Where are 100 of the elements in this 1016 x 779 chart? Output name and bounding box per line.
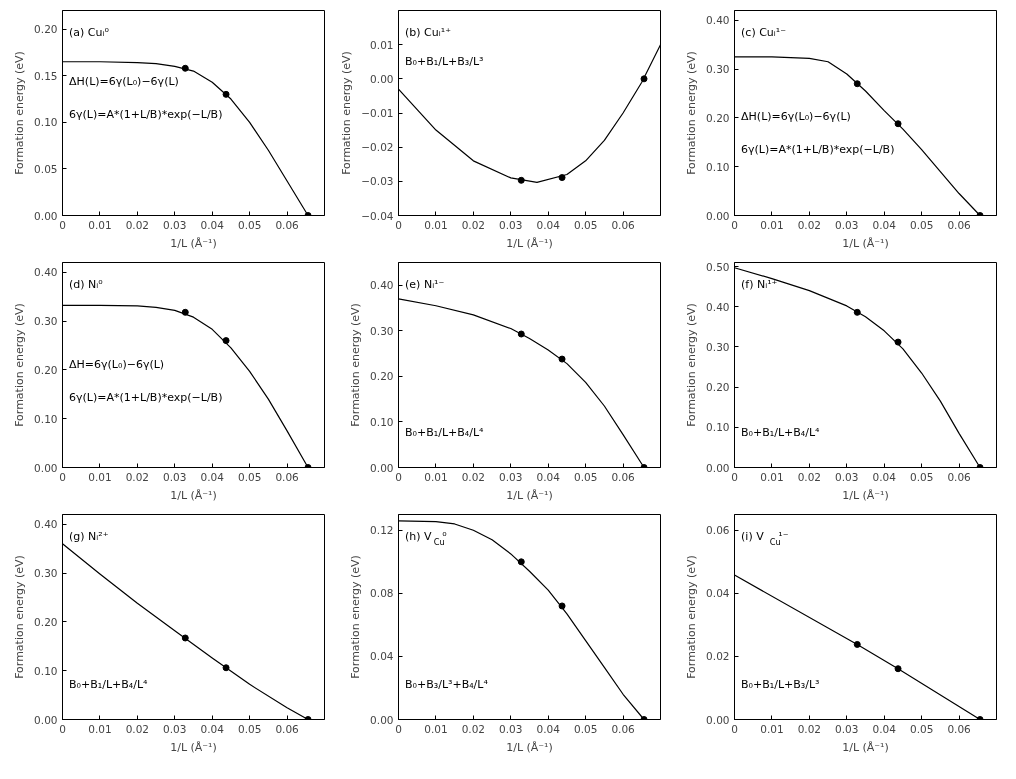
text: (a) Cuᵢ⁰ [69, 26, 110, 40]
x-tick-label: 0.03 [835, 722, 859, 735]
x-tick-label: 0.01 [424, 722, 448, 735]
x-tick-label: 0.05 [909, 218, 934, 231]
x-tick-label: 0.02 [461, 722, 486, 735]
annotation: ΔH(L)=6γ(L₀)−6γ(L) [741, 110, 851, 124]
x-axis-title: 1/L (Å⁻¹) [170, 740, 217, 754]
x-tick-label: 0.06 [947, 218, 972, 231]
x-tick-label: 0.03 [499, 722, 523, 735]
x-tick-label: 0.06 [611, 218, 636, 231]
x-tick-label: 0 [731, 470, 738, 483]
x-tick-label: 0.04 [536, 722, 561, 735]
x-tick-label: 0.06 [611, 722, 636, 735]
y-tick-label: 0.30 [370, 324, 394, 337]
x-tick-label: 0.01 [424, 470, 448, 483]
y-tick-label: 0.30 [34, 315, 58, 328]
y-tick-label: 0.00 [706, 209, 730, 222]
y-tick-label: 0.30 [706, 340, 730, 353]
x-axis-title: 1/L (Å⁻¹) [506, 740, 553, 754]
x-tick-label: 0.06 [275, 470, 300, 483]
x-tick-label: 0.05 [573, 218, 598, 231]
x-axis-title: 1/L (Å⁻¹) [170, 236, 217, 250]
annotation: B₀+B₁/L+B₄/L⁴ [69, 677, 149, 691]
x-tick-label: 0.04 [536, 218, 561, 231]
annotation: B₀+B₁/L+B₃/L³ [405, 54, 484, 68]
y-tick-label: 0.00 [370, 713, 394, 726]
x-tick-label: 0.01 [760, 722, 784, 735]
y-axis-title: Formation energy (eV) [340, 51, 354, 175]
x-tick-label: 0.02 [461, 218, 486, 231]
annotation: B₀+B₃/L³+B₄/L⁴ [405, 677, 489, 691]
text: (f) Nᵢ¹⁺ [741, 278, 778, 292]
annotation: ΔH(L)=6γ(L₀)−6γ(L) [69, 75, 179, 89]
x-tick-label: 0.01 [760, 218, 784, 231]
y-tick-label: 0.20 [34, 363, 58, 376]
annotation: 6γ(L)=A*(1+L/B)*exp(−L/B) [69, 390, 223, 404]
x-tick-label: 0.04 [872, 218, 897, 231]
y-tick-label: 0.08 [370, 587, 394, 600]
y-tick-label: 0.30 [706, 63, 730, 76]
y-tick-label: −0.03 [361, 175, 394, 188]
x-axis-title: 1/L (Å⁻¹) [170, 488, 217, 502]
x-tick-label: 0.02 [125, 722, 150, 735]
y-axis-title: Formation energy (eV) [685, 51, 699, 175]
x-tick-label: 0.02 [797, 470, 822, 483]
x-tick-label: 0.06 [275, 218, 300, 231]
x-tick-label: 0.06 [275, 722, 300, 735]
annotation: ΔH=6γ(L₀)−6γ(L) [69, 358, 165, 372]
x-tick-label: 0.04 [200, 722, 225, 735]
x-tick-label: 0 [731, 722, 738, 735]
text: (b) Cuᵢ¹⁺ [405, 26, 452, 40]
y-tick-label: 0.40 [706, 14, 730, 27]
x-tick-label: 0.05 [573, 470, 598, 483]
x-tick-label: 0.03 [499, 218, 523, 231]
x-tick-label: 0.05 [237, 722, 262, 735]
x-tick-label: 0.04 [200, 470, 225, 483]
x-tick-label: 0.05 [909, 722, 934, 735]
y-tick-label: 0.06 [706, 524, 730, 537]
y-tick-label: 0.15 [34, 69, 58, 82]
y-tick-label: 0.12 [370, 524, 394, 537]
y-tick-label: 0.02 [706, 650, 730, 663]
x-tick-label: 0.01 [760, 470, 784, 483]
y-tick-label: 0.10 [34, 412, 58, 425]
y-tick-label: 0.50 [706, 260, 730, 273]
x-tick-label: 0.03 [499, 470, 523, 483]
x-axis-title: 1/L (Å⁻¹) [842, 236, 889, 250]
x-tick-label: 0 [59, 722, 66, 735]
y-axis-title: Formation energy (eV) [685, 303, 699, 427]
y-tick-label: 0.00 [706, 461, 730, 474]
y-tick-label: 0.04 [706, 587, 730, 600]
x-tick-label: 0.01 [88, 722, 112, 735]
x-tick-label: 0.04 [872, 722, 897, 735]
y-tick-label: 0.00 [34, 713, 58, 726]
x-tick-label: 0.06 [947, 470, 972, 483]
x-tick-label: 0.02 [797, 218, 822, 231]
y-tick-label: 0.40 [706, 300, 730, 313]
x-tick-label: 0.05 [237, 218, 262, 231]
x-tick-label: 0.02 [797, 722, 822, 735]
x-tick-label: 0.05 [909, 470, 934, 483]
y-tick-label: 0.00 [34, 209, 58, 222]
x-tick-label: 0 [731, 218, 738, 231]
x-axis-title: 1/L (Å⁻¹) [842, 488, 889, 502]
x-tick-label: 0 [59, 218, 66, 231]
annotation: 6γ(L)=A*(1+L/B)*exp(−L/B) [741, 143, 895, 157]
y-tick-label: 0.20 [34, 23, 58, 36]
x-tick-label: 0.03 [835, 218, 859, 231]
y-tick-label: 0.20 [370, 370, 394, 383]
y-axis-title: Formation energy (eV) [349, 555, 363, 679]
y-tick-label: 0.00 [34, 461, 58, 474]
x-tick-label: 0.02 [125, 218, 150, 231]
x-tick-label: 0.06 [947, 722, 972, 735]
x-tick-label: 0.03 [163, 722, 187, 735]
x-tick-label: 0.01 [424, 218, 448, 231]
x-tick-label: 0.05 [573, 722, 598, 735]
x-tick-label: 0.05 [237, 470, 262, 483]
x-tick-label: 0.06 [611, 470, 636, 483]
y-tick-label: 0.10 [34, 116, 58, 129]
text: (c) Cuᵢ¹⁻ [741, 26, 787, 40]
y-tick-label: 0.40 [34, 518, 58, 531]
x-axis-title: 1/L (Å⁻¹) [506, 488, 553, 502]
y-tick-label: 0.30 [34, 567, 58, 580]
y-axis-title: Formation energy (eV) [685, 555, 699, 679]
